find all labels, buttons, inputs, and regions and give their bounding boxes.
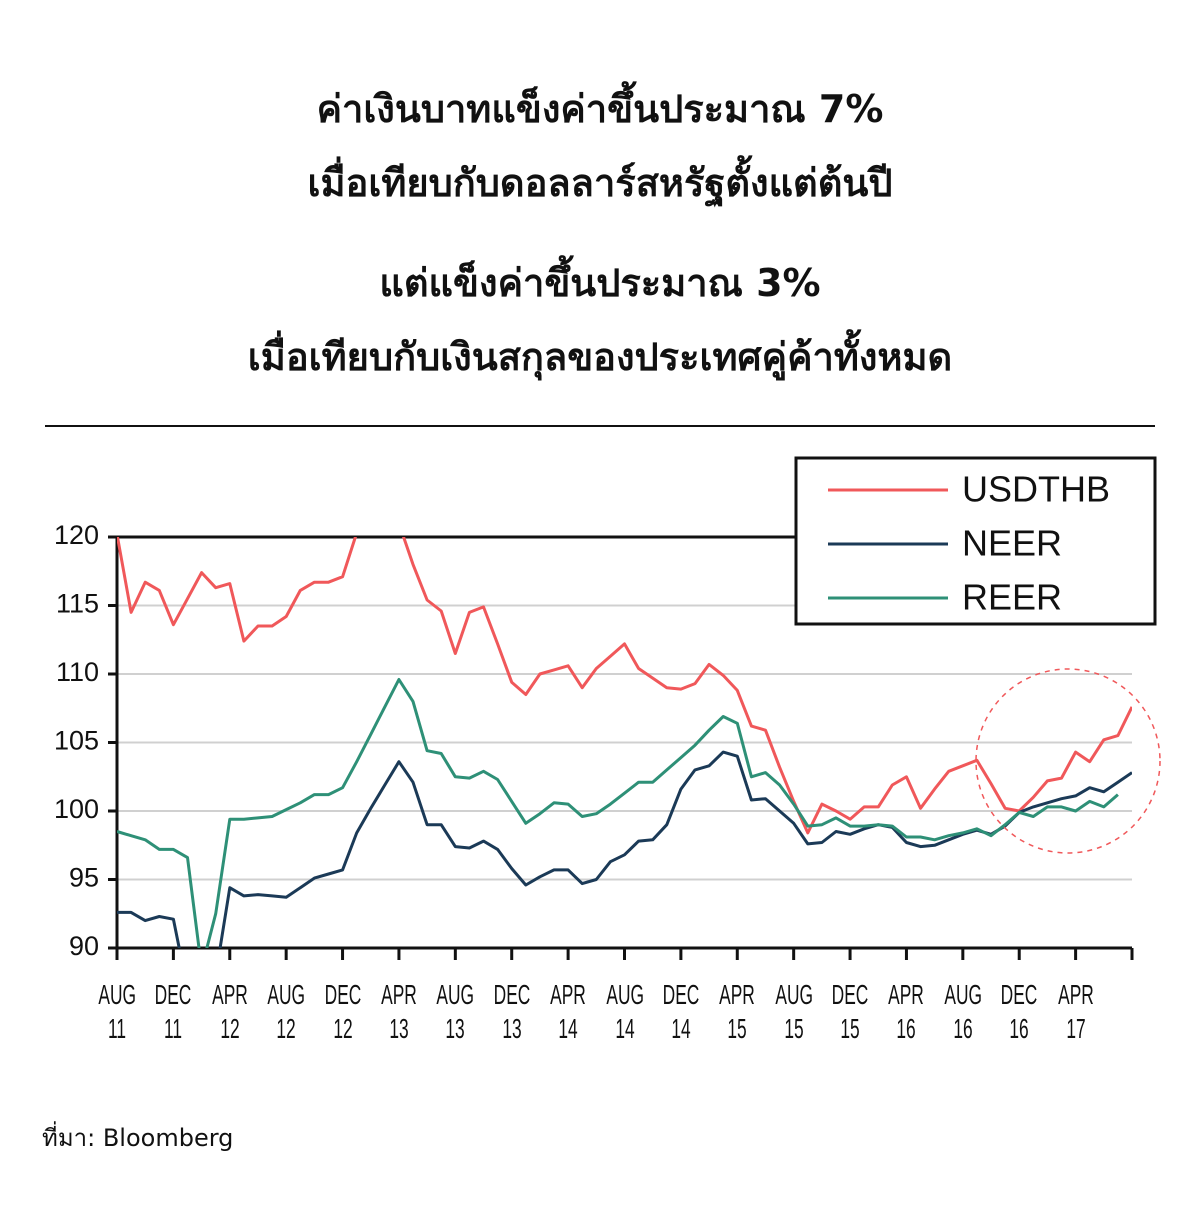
x-tick-label: AUG 14 [605, 979, 644, 1044]
title-line: เมื่อเทียบกับเงินสกุลของประเทศคู่ค้าทั้ง… [247, 335, 953, 379]
y-tick-label: 120 [54, 520, 99, 550]
x-tick-label: DEC 16 [1000, 979, 1038, 1044]
legend-label: REER [962, 577, 1062, 618]
x-tick-label: AUG 15 [775, 979, 813, 1044]
highlight-circle [975, 668, 1161, 854]
series-line [117, 537, 1132, 835]
x-tick-label: APR 12 [211, 979, 248, 1044]
x-tick-label: DEC 15 [831, 979, 869, 1044]
x-tick-label: APR 15 [719, 979, 756, 1044]
x-tick-label: APR 16 [888, 979, 925, 1044]
x-tick-label: DEC 14 [662, 979, 700, 1044]
y-tick-label: 100 [54, 794, 99, 824]
y-tick-label: 110 [56, 657, 99, 687]
legend-label: USDTHB [962, 469, 1110, 510]
legend-label: NEER [962, 523, 1062, 564]
x-tick-label: APR 17 [1057, 979, 1094, 1044]
x-tick-label: APR 14 [550, 979, 586, 1044]
y-tick-label: 115 [56, 589, 99, 619]
y-tick-label: 90 [69, 931, 99, 961]
source: ที่มา: Bloomberg [42, 1124, 234, 1152]
x-tick-label: DEC 13 [493, 979, 531, 1044]
x-tick-label: AUG 11 [98, 979, 137, 1044]
x-tick-label: APR 13 [381, 979, 417, 1044]
series-line [117, 678, 1119, 948]
x-tick-label: AUG 12 [267, 979, 306, 1044]
legend-box [794, 456, 1157, 626]
y-tick-label: 95 [69, 863, 99, 893]
title-line: เมื่อเทียบกับดอลลาร์สหรัฐตั้งแต่ต้นปี [307, 161, 893, 205]
x-tick-label: DEC 12 [324, 979, 361, 1044]
title-line: แต่แข็งค่าขึ้นประมาณ 3% [379, 261, 821, 305]
x-tick-label: AUG 13 [436, 979, 475, 1044]
x-tick-label: AUG 16 [944, 979, 982, 1044]
x-tick-label: DEC 11 [155, 979, 192, 1044]
title-line: ค่าเงินบาทแข็งค่าขึ้นประมาณ 7% [316, 87, 884, 131]
y-tick-label: 105 [54, 726, 99, 756]
